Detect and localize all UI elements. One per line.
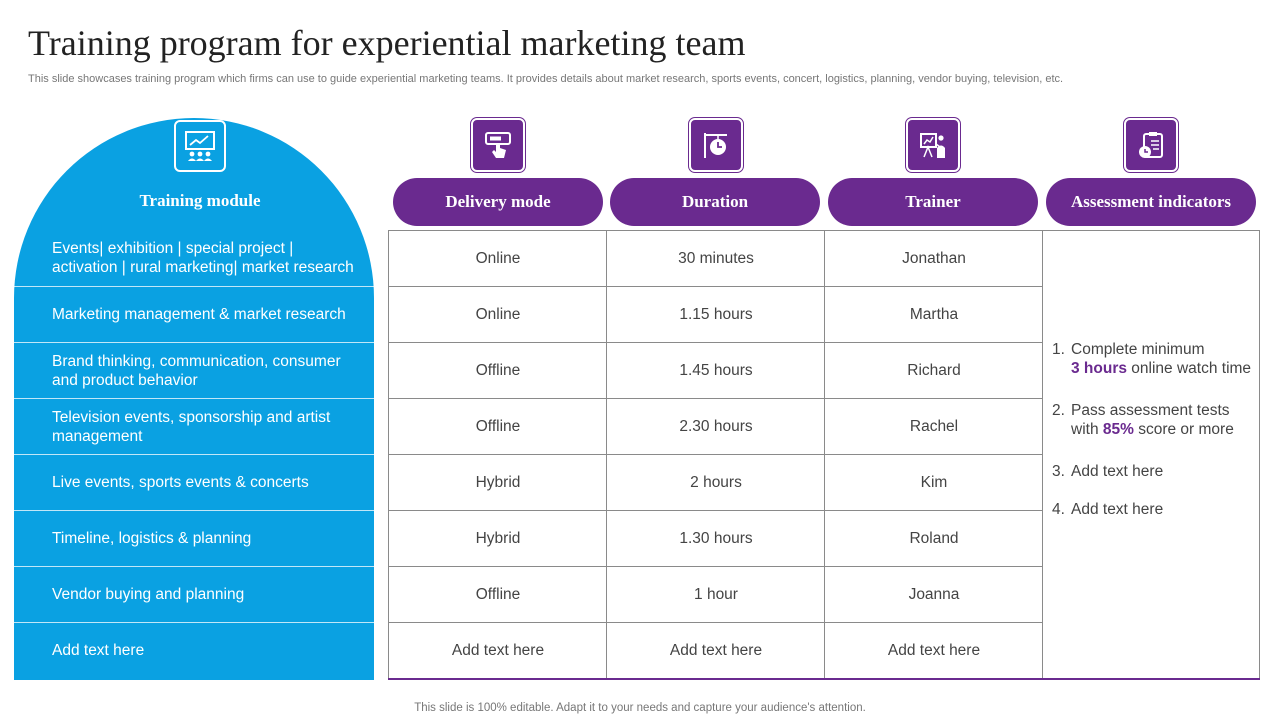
- clock-signboard-icon: [689, 118, 743, 172]
- duration-cell: Add text here: [669, 642, 763, 659]
- assessment-text: Complete minimum: [1071, 341, 1205, 358]
- slide-footer: This slide is 100% editable. Adapt it to…: [414, 702, 866, 714]
- table-bottom-accent: [388, 678, 1260, 680]
- module-row: Events| exhibition | special project | a…: [52, 240, 354, 276]
- assessment-text: Add text here: [1071, 463, 1164, 480]
- assessment-item: 3. Add text here: [1052, 462, 1252, 481]
- module-row: Live events, sports events & concerts: [14, 454, 374, 510]
- row-divider: [389, 342, 1042, 343]
- column-divider: [1042, 231, 1043, 679]
- module-row: Add text here: [14, 622, 374, 678]
- delivery-cell: Add text here: [451, 642, 545, 659]
- assessment-text-after: online watch time: [1126, 360, 1252, 377]
- trainer-cell: Richard: [907, 362, 961, 379]
- trainer-header: Trainer: [828, 178, 1038, 226]
- assessment-highlight: 3 hours: [1071, 360, 1127, 377]
- presentation-audience-icon: [174, 120, 226, 172]
- assessment-text: Add text here: [1071, 501, 1164, 518]
- delivery-cell: Hybrid: [475, 474, 521, 491]
- delivery-mode-header: Delivery mode: [393, 178, 603, 226]
- assessment-item: 1. Complete minimum 3 hours online watch…: [1052, 340, 1252, 378]
- trainer-cell: Add text here: [887, 642, 981, 659]
- clipboard-clock-icon: [1124, 118, 1178, 172]
- module-row: Television events, sponsorship and artis…: [14, 398, 374, 454]
- touch-screen-icon: [471, 118, 525, 172]
- assessment-item: 4. Add text here: [1052, 500, 1252, 519]
- row-divider: [389, 566, 1042, 567]
- delivery-cell: Online: [475, 306, 521, 323]
- assessment-number: 4.: [1052, 501, 1065, 518]
- trainer-cell: Roland: [909, 530, 959, 547]
- duration-header: Duration: [610, 178, 820, 226]
- delivery-cell: Online: [475, 250, 521, 267]
- assessment-list: 1. Complete minimum 3 hours online watch…: [1052, 340, 1252, 532]
- assessment-item: 2. Pass assessment tests with 85% score …: [1052, 401, 1252, 439]
- duration-cell: 30 minutes: [678, 250, 754, 267]
- duration-cell: 1.45 hours: [679, 362, 753, 379]
- assessment-text-after: score or more: [1133, 421, 1234, 438]
- trainer-cell: Joanna: [908, 586, 960, 603]
- row-divider: [389, 622, 1042, 623]
- delivery-cell: Hybrid: [475, 530, 521, 547]
- delivery-cell: Offline: [475, 586, 521, 603]
- trainer-cell: Jonathan: [902, 250, 966, 267]
- slide-title: Training program for experiential market…: [28, 23, 746, 63]
- trainer-cell: Kim: [920, 474, 948, 491]
- assessment-number: 1.: [1052, 341, 1065, 358]
- duration-cell: 1.15 hours: [679, 306, 753, 323]
- module-row: Marketing management & market research: [14, 286, 374, 342]
- assessment-indicators-header: Assessment indicators: [1046, 178, 1256, 226]
- slide-subtitle: This slide showcases training program wh…: [28, 73, 1064, 85]
- assessment-highlight: 85%: [1102, 421, 1134, 438]
- training-table: Online 30 minutes Jonathan Online 1.15 h…: [388, 230, 1260, 680]
- delivery-cell: Offline: [475, 418, 521, 435]
- module-row: Brand thinking, communication, consumer …: [14, 342, 374, 398]
- training-module-list: Events| exhibition | special project | a…: [14, 230, 374, 678]
- column-divider: [824, 231, 825, 679]
- row-divider: [389, 454, 1042, 455]
- row-divider: [389, 398, 1042, 399]
- assessment-text: Pass assessment tests with: [1071, 402, 1230, 438]
- module-row: Timeline, logistics & planning: [14, 510, 374, 566]
- duration-cell: 1.30 hours: [679, 530, 753, 547]
- duration-cell: 2 hours: [690, 474, 742, 491]
- row-divider: [389, 286, 1042, 287]
- row-divider: [389, 510, 1042, 511]
- trainer-cell: Rachel: [909, 418, 959, 435]
- duration-cell: 1 hour: [694, 586, 738, 603]
- assessment-number: 2.: [1052, 402, 1065, 419]
- training-module-header: Training module: [139, 191, 261, 210]
- trainer-cell: Martha: [909, 306, 959, 323]
- trainer-board-icon: [906, 118, 960, 172]
- assessment-number: 3.: [1052, 463, 1065, 480]
- delivery-cell: Offline: [475, 362, 521, 379]
- training-module-panel: Training module Events| exhibition | spe…: [14, 118, 374, 680]
- column-divider: [606, 231, 607, 679]
- duration-cell: 2.30 hours: [679, 418, 753, 435]
- module-row: Vendor buying and planning: [14, 566, 374, 622]
